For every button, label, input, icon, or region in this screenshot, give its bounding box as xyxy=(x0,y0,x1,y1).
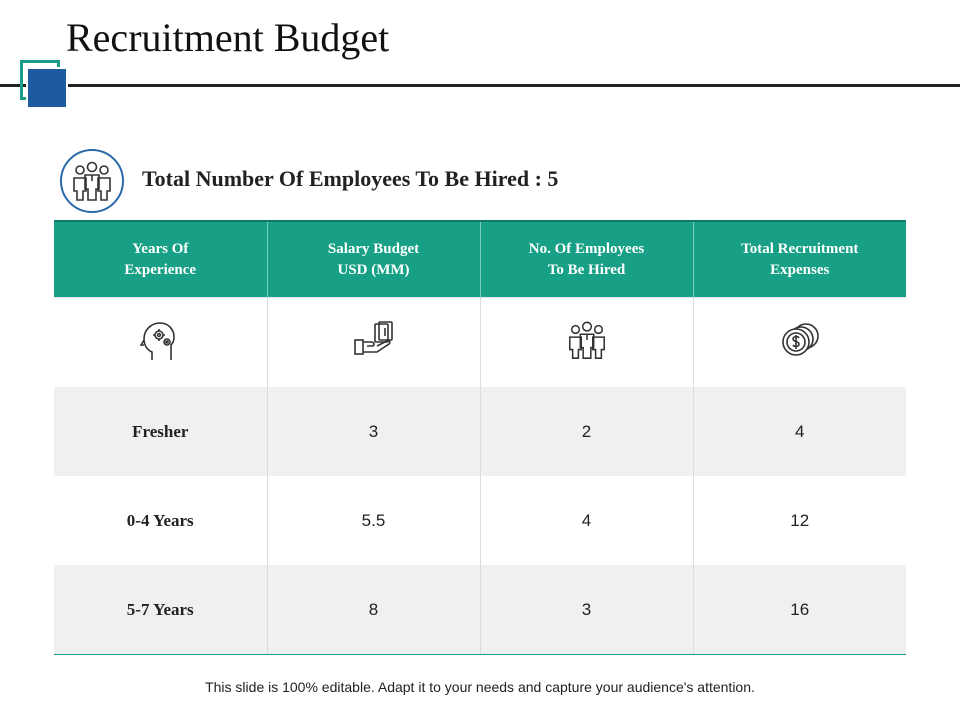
experience-cell: 5-7 Years xyxy=(54,565,268,655)
employees-group-icon xyxy=(565,318,609,367)
expenses-cell: 16 xyxy=(693,565,906,655)
head-gears-icon xyxy=(139,318,180,367)
header-line: Experience xyxy=(124,261,197,278)
table-row: Fresher 3 2 4 xyxy=(54,387,906,476)
salary-cell: 3 xyxy=(267,387,481,476)
salary-cell: 5.5 xyxy=(267,476,481,565)
icon-row xyxy=(54,297,906,387)
icon-cell xyxy=(480,297,694,387)
header-employees-hired: No. Of Employees To Be Hired xyxy=(480,220,694,298)
decor-square-filled xyxy=(26,67,68,109)
employees-cell: 4 xyxy=(480,476,694,565)
table-row: 5-7 Years 8 3 16 xyxy=(54,565,906,655)
header-line: To Be Hired xyxy=(547,261,626,278)
hand-money-icon xyxy=(353,320,395,365)
header-line: No. Of Employees xyxy=(528,241,645,258)
header-line: Total Recruitment xyxy=(741,241,859,258)
budget-table: Years Of Experience Salary Budget USD (M… xyxy=(54,220,906,655)
header-line: Years Of xyxy=(132,241,189,258)
employees-cell: 2 xyxy=(480,387,694,476)
expenses-cell: 4 xyxy=(693,387,906,476)
header-line: USD (MM) xyxy=(337,261,410,278)
title-divider xyxy=(0,84,960,87)
header-line: Expenses xyxy=(770,261,830,278)
employees-group-icon xyxy=(60,149,124,213)
icon-cell xyxy=(54,297,268,387)
salary-cell: 8 xyxy=(267,565,481,655)
header-total-expenses: Total Recruitment Expenses xyxy=(693,220,906,298)
employees-cell: 3 xyxy=(480,565,694,655)
expenses-cell: 12 xyxy=(693,476,906,565)
table-row: 0-4 Years 5.5 4 12 xyxy=(54,476,906,565)
experience-cell: Fresher xyxy=(54,387,268,476)
table-header-row: Years Of Experience Salary Budget USD (M… xyxy=(54,220,906,298)
header-years-experience: Years Of Experience xyxy=(54,220,268,298)
header-line: Salary Budget xyxy=(327,241,420,258)
icon-cell xyxy=(267,297,481,387)
footer-note: This slide is 100% editable. Adapt it to… xyxy=(205,679,755,695)
coins-dollar-icon xyxy=(780,320,820,365)
total-employees-label: Total Number Of Employees To Be Hired : … xyxy=(142,166,559,191)
page-title: Recruitment Budget xyxy=(66,15,390,60)
experience-cell: 0-4 Years xyxy=(54,476,268,565)
header-salary-budget: Salary Budget USD (MM) xyxy=(267,220,481,298)
icon-cell xyxy=(693,297,906,387)
